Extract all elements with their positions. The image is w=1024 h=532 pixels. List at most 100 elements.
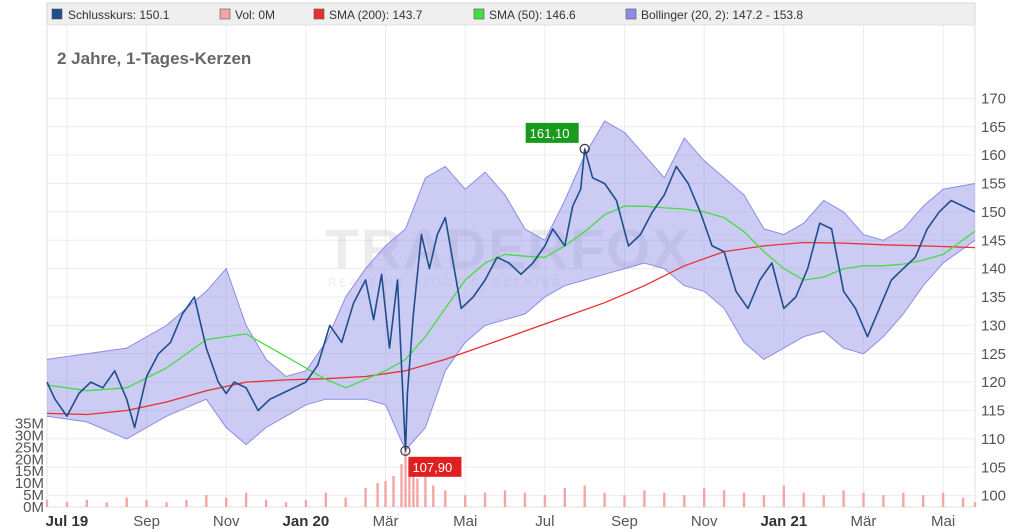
volume-tick-label: 20M <box>15 451 44 468</box>
volume-bar <box>922 495 925 507</box>
volume-bar <box>483 492 487 507</box>
volume-bar <box>324 492 327 507</box>
time-axis: Jul 19 Sep Nov Jan 20 Mär Mai Jul Sep Nov Jan 21 M… <box>46 513 956 530</box>
volume-bar <box>623 495 626 507</box>
volume-bar <box>973 502 977 507</box>
volume-bar <box>205 495 208 507</box>
legend-label-volume: Vol: 0M <box>235 8 275 22</box>
series-lines <box>46 148 976 452</box>
high-label-box <box>525 122 579 143</box>
time-tick-label: Mai <box>931 513 955 530</box>
watermark-text: TRADERFOX <box>325 217 691 280</box>
volume-tick-label: 30M <box>15 427 44 444</box>
legend-label-bollinger: Bollinger (20, 2): 147.2 - 153.8 <box>641 8 803 22</box>
time-tick-label: Nov <box>213 513 240 530</box>
volume-bar <box>392 476 395 507</box>
sma200-line <box>46 241 976 416</box>
volume-bar <box>376 483 379 507</box>
volume-bar <box>304 499 308 507</box>
volume-bar <box>284 502 288 507</box>
volume-bar <box>543 495 547 507</box>
bollinger-upper-line <box>46 120 976 378</box>
bollinger-band <box>46 120 976 452</box>
price-tick-label: 140 <box>981 261 1006 278</box>
volume-bar <box>344 497 347 507</box>
price-tick-label: 160 <box>981 147 1006 164</box>
legend-item-bollinger[interactable]: Bollinger (20, 2): 147.2 - 153.8 <box>625 8 803 22</box>
volume-tick-label: 15M <box>15 463 44 480</box>
volume-bar <box>424 473 427 507</box>
legend-item-sma200[interactable]: SMA (200): 143.7 <box>313 8 423 22</box>
price-tick-label: 110 <box>981 431 1005 448</box>
legend-item-sma50[interactable]: SMA (50): 146.6 <box>473 8 576 22</box>
legend-swatch-volume <box>219 8 231 20</box>
watermark: TRADERFOX REALTIME STOCK SCREENING <box>325 217 691 289</box>
volume-bar <box>165 502 168 507</box>
volume-bar <box>523 492 527 507</box>
volume-bar <box>45 499 49 507</box>
legend-item-volume[interactable]: Vol: 0M <box>219 8 275 22</box>
legend-bar: Schlusskurs: 150.1 Vol: 0M SMA (200): 14… <box>46 2 976 26</box>
volume-bar <box>264 499 268 507</box>
legend-swatch-sma200 <box>313 8 325 20</box>
bollinger-band-fill <box>47 121 975 451</box>
volume-tick-label: 0M <box>23 499 44 516</box>
highlight-markers: 161,10 107,90 <box>400 122 590 477</box>
time-tick-label: Jul <box>535 513 554 530</box>
sma50-line <box>46 205 976 392</box>
legend-label-sma50: SMA (50): 146.6 <box>489 8 576 22</box>
time-tick-label: Jan 21 <box>760 513 807 530</box>
volume-bar <box>961 497 965 507</box>
volume-bar <box>583 485 586 507</box>
volume-bar <box>941 492 945 507</box>
price-tick-label: 150 <box>981 204 1006 221</box>
time-tick-label: Mär <box>373 513 399 530</box>
time-tick-label: Nov <box>691 513 718 530</box>
price-tick-label: 155 <box>981 176 1006 193</box>
volume-tick-label: 5M <box>23 487 44 504</box>
low-marker <box>400 445 411 456</box>
volume-bar <box>762 495 766 507</box>
legend-item-schlusskurs[interactable]: Schlusskurs: 150.1 <box>51 8 170 22</box>
low-label-box <box>408 456 462 477</box>
legend-swatch-schlusskurs <box>51 8 63 20</box>
grid <box>47 25 975 507</box>
volume-bar <box>432 485 435 507</box>
volume-tick-label: 25M <box>15 439 44 456</box>
time-tick-label: Sep <box>611 513 638 530</box>
time-tick-label: Jan 20 <box>283 513 330 530</box>
volume-bar <box>822 495 825 507</box>
volume-bar <box>244 492 248 507</box>
bollinger-lower-line <box>46 239 976 452</box>
volume-bar <box>364 487 367 507</box>
volume-bar <box>722 490 726 507</box>
price-tick-label: 170 <box>981 90 1006 107</box>
plot-area <box>46 24 976 508</box>
volume-bar <box>742 492 746 507</box>
price-tick-label: 135 <box>981 289 1006 306</box>
time-tick-label: Jul 19 <box>46 513 89 530</box>
price-tick-label: 145 <box>981 232 1006 249</box>
volume-tick-label: 35M <box>15 416 44 433</box>
volume-bar <box>404 435 407 507</box>
volume-bar <box>842 490 845 507</box>
price-tick-label: 115 <box>981 403 1005 420</box>
chart-subtitle: 2 Jahre, 1-Tages-Kerzen <box>57 49 251 68</box>
price-axis: 100 105 110 115 120 125 130 135 140 145 150 155 160 1… <box>981 90 1006 504</box>
volume-bar <box>503 490 507 507</box>
volume-bar <box>464 495 467 507</box>
close-price-line <box>46 148 976 452</box>
volume-bar <box>902 492 905 507</box>
volume-bar <box>145 499 148 507</box>
volume-bar <box>683 495 686 507</box>
volume-bar <box>225 497 228 507</box>
volume-bar <box>408 459 411 507</box>
volume-bar <box>882 495 885 507</box>
volume-tick-label: 10M <box>15 475 44 492</box>
volume-bar <box>663 492 666 507</box>
volume-bar <box>384 480 387 507</box>
volume-bar <box>802 492 805 507</box>
price-tick-label: 120 <box>981 374 1006 391</box>
time-tick-label: Mai <box>453 513 477 530</box>
